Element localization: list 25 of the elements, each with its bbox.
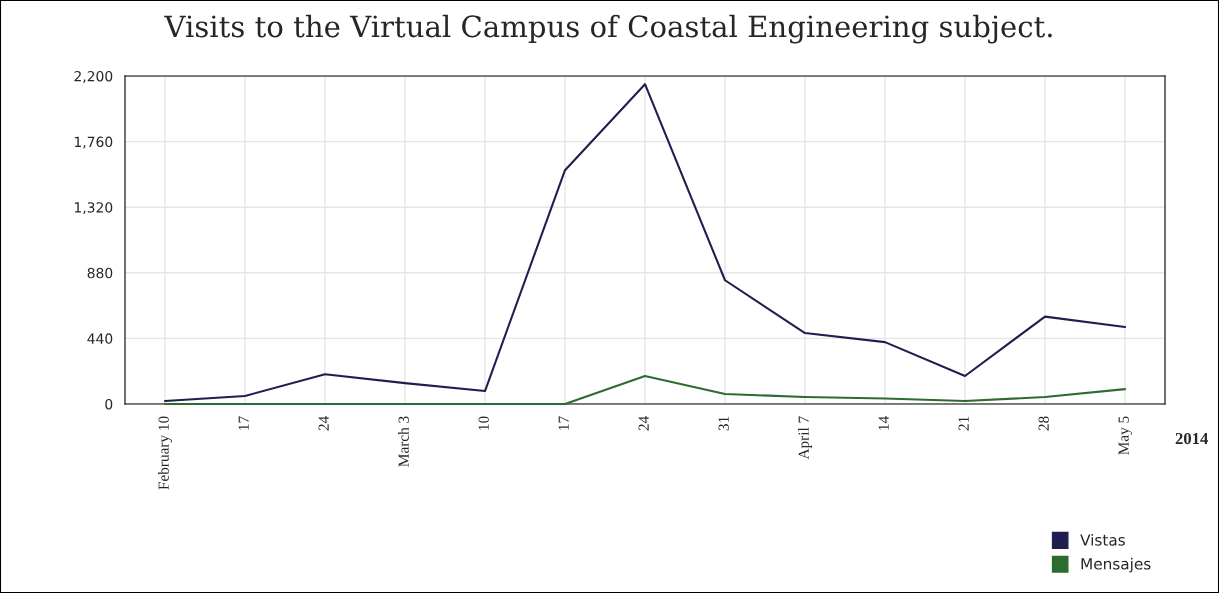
legend-label: Vistas xyxy=(1080,533,1125,546)
x-tick-label: 24 xyxy=(638,416,649,431)
x-tick-label: 28 xyxy=(1038,416,1049,431)
x-tick-label: 10 xyxy=(478,416,489,430)
x-tick-label: May 5 xyxy=(1118,416,1132,455)
x-tick-label: 31 xyxy=(718,416,729,431)
x-tick-label: February 10 xyxy=(158,416,172,490)
y-tick-label: 1,760 xyxy=(74,136,113,149)
x-tick-label: 21 xyxy=(958,416,969,431)
x-tick-label: April 7 xyxy=(798,416,812,460)
y-tick-label: 0 xyxy=(105,398,113,410)
line-series xyxy=(163,83,1127,403)
x-tick-label: 17 xyxy=(558,416,569,430)
x-tick-label: 24 xyxy=(318,416,329,431)
text: 2014 xyxy=(1175,432,1209,445)
legend-label: Mensajes xyxy=(1081,557,1151,573)
line-series xyxy=(163,374,1127,406)
x-tick-label: 17 xyxy=(238,416,249,430)
y-tick-label: 2,200 xyxy=(74,70,113,83)
x-tick-label: 14 xyxy=(878,416,889,430)
chart-title: Visits to the Virtual Campus of Coastal Engineering subject. xyxy=(164,14,1052,44)
y-tick-label: 1,320 xyxy=(74,202,113,215)
y-tick-label: 440 xyxy=(87,333,113,344)
y-tick-label: 880 xyxy=(87,267,113,279)
x-tick-label: March 3 xyxy=(398,416,409,467)
